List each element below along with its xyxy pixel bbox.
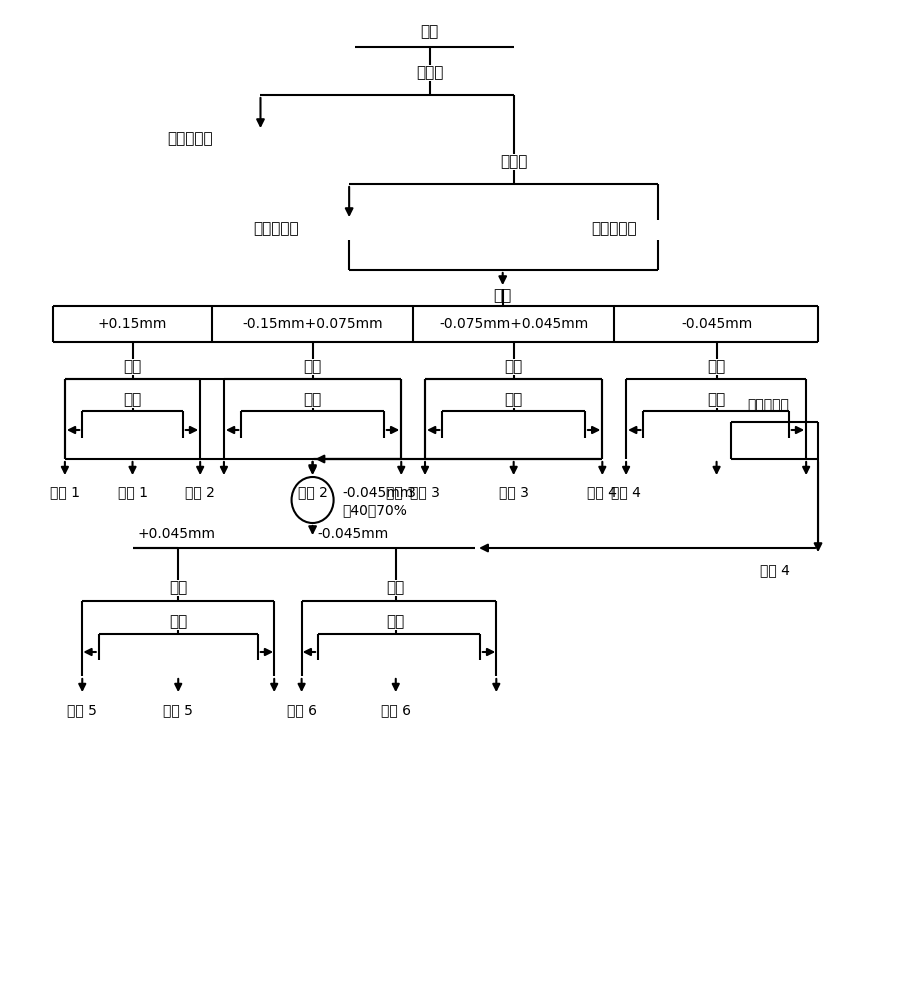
Text: 精矿 1: 精矿 1 bbox=[50, 485, 80, 499]
Text: 精矿 3: 精矿 3 bbox=[387, 485, 416, 499]
Text: -0.045mm: -0.045mm bbox=[317, 527, 388, 541]
Text: 原矿: 原矿 bbox=[420, 24, 439, 39]
Text: 摇床: 摇床 bbox=[169, 580, 187, 595]
Text: 强磁选: 强磁选 bbox=[500, 154, 527, 169]
Text: +0.15mm: +0.15mm bbox=[98, 317, 167, 331]
Text: 分级: 分级 bbox=[494, 288, 512, 304]
Text: 摇床: 摇床 bbox=[707, 392, 726, 408]
Text: 尾矿 1: 尾矿 1 bbox=[118, 485, 147, 499]
Text: 精矿 4: 精矿 4 bbox=[588, 485, 617, 499]
Text: 弱磁性产品: 弱磁性产品 bbox=[253, 222, 299, 236]
Text: 摇床: 摇床 bbox=[169, 614, 187, 630]
Text: 摇床: 摇床 bbox=[387, 580, 405, 595]
Text: 摇床: 摇床 bbox=[505, 392, 523, 408]
Text: -0.075mm+0.045mm: -0.075mm+0.045mm bbox=[439, 317, 589, 331]
Text: 摇床: 摇床 bbox=[123, 360, 142, 374]
Text: 离心机选矿: 离心机选矿 bbox=[747, 398, 789, 412]
Text: 强磁性产品: 强磁性产品 bbox=[167, 131, 213, 146]
Text: 尾矿 3: 尾矿 3 bbox=[499, 485, 528, 499]
Text: 尾矿 2: 尾矿 2 bbox=[298, 485, 327, 499]
Text: -0.045mm: -0.045mm bbox=[343, 486, 414, 500]
Text: 精矿 6: 精矿 6 bbox=[287, 703, 316, 717]
Text: 精矿 2: 精矿 2 bbox=[186, 485, 215, 499]
Text: 精矿 3: 精矿 3 bbox=[410, 485, 440, 499]
Text: 摇床: 摇床 bbox=[387, 614, 405, 630]
Text: 非磁性产品: 非磁性产品 bbox=[591, 222, 637, 236]
Text: 摇床: 摇床 bbox=[123, 392, 142, 408]
Text: -0.045mm: -0.045mm bbox=[681, 317, 752, 331]
Text: 尾矿 6: 尾矿 6 bbox=[381, 703, 410, 717]
Text: 精矿 5: 精矿 5 bbox=[68, 703, 97, 717]
Text: 尾矿 5: 尾矿 5 bbox=[164, 703, 193, 717]
Text: 摇床: 摇床 bbox=[505, 360, 523, 374]
Text: 摇床: 摇床 bbox=[707, 360, 726, 374]
Text: 摇床: 摇床 bbox=[303, 392, 322, 408]
Text: +0.045mm: +0.045mm bbox=[137, 527, 215, 541]
Text: 尾矿 4: 尾矿 4 bbox=[760, 563, 790, 577]
Text: -0.15mm+0.075mm: -0.15mm+0.075mm bbox=[242, 317, 383, 331]
Text: 弱磁选: 弱磁选 bbox=[416, 66, 443, 81]
Text: 精矿 4: 精矿 4 bbox=[611, 485, 641, 499]
Text: 卆40～70%: 卆40～70% bbox=[343, 503, 408, 517]
Text: 摇床: 摇床 bbox=[303, 360, 322, 374]
